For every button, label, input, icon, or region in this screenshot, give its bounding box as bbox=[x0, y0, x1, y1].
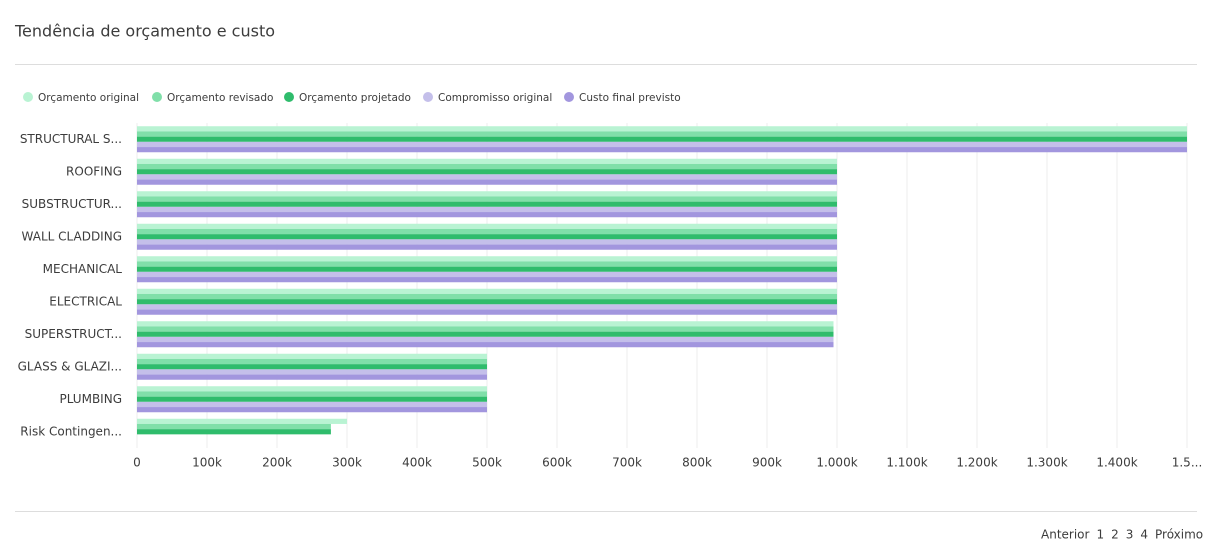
x-tick-label: 1.100k bbox=[886, 456, 927, 470]
y-tick-label: WALL CLADDING bbox=[22, 229, 122, 243]
bar bbox=[137, 147, 1187, 153]
bar bbox=[137, 374, 487, 380]
x-tick-label: 500k bbox=[472, 456, 502, 470]
legend-label[interactable]: Orçamento revisado bbox=[167, 92, 273, 104]
pagination-link[interactable]: 2 bbox=[1111, 528, 1119, 542]
bar bbox=[137, 277, 837, 283]
y-tick-label: PLUMBING bbox=[59, 392, 122, 406]
bar bbox=[137, 261, 837, 267]
bar bbox=[137, 136, 1187, 142]
bar bbox=[137, 288, 837, 294]
x-tick-label: 1.300k bbox=[1026, 456, 1067, 470]
bar bbox=[137, 418, 347, 424]
bar bbox=[137, 309, 837, 315]
legend-marker bbox=[23, 92, 33, 102]
bar bbox=[137, 331, 834, 337]
bar bbox=[137, 163, 837, 170]
bar bbox=[137, 293, 837, 300]
pagination-link[interactable]: 4 bbox=[1140, 528, 1148, 542]
legend-label[interactable]: Orçamento original bbox=[38, 92, 139, 104]
legend-label[interactable]: Compromisso original bbox=[438, 92, 552, 104]
bar bbox=[137, 391, 487, 397]
y-tick-label: ELECTRICAL bbox=[49, 294, 122, 308]
legend-marker bbox=[152, 92, 162, 102]
bar bbox=[137, 353, 487, 359]
bar bbox=[137, 266, 837, 272]
bar bbox=[137, 234, 837, 240]
x-tick-label: 600k bbox=[542, 456, 572, 470]
bar bbox=[137, 206, 837, 213]
bar bbox=[137, 141, 1187, 148]
y-tick-label: MECHANICAL bbox=[43, 262, 123, 276]
bar bbox=[137, 401, 487, 408]
pagination-link[interactable]: Próximo bbox=[1155, 528, 1203, 542]
x-tick-label: 200k bbox=[262, 456, 292, 470]
pagination-link[interactable]: 1 bbox=[1096, 528, 1104, 542]
bar bbox=[137, 201, 837, 207]
chart-title: Tendência de orçamento e custo bbox=[14, 22, 275, 41]
legend-label[interactable]: Custo final previsto bbox=[579, 92, 681, 104]
x-tick-label: 900k bbox=[752, 456, 782, 470]
bar bbox=[137, 169, 837, 175]
x-tick-label: 700k bbox=[612, 456, 642, 470]
legend-marker bbox=[564, 92, 574, 102]
bar bbox=[137, 326, 834, 332]
y-tick-label: SUPERSTRUCT... bbox=[25, 327, 122, 341]
bar bbox=[137, 304, 837, 310]
pagination-link[interactable]: Anterior bbox=[1041, 528, 1090, 542]
bar bbox=[137, 244, 837, 250]
bar bbox=[137, 369, 487, 375]
x-tick-label: 400k bbox=[402, 456, 432, 470]
bar bbox=[137, 342, 834, 348]
bar bbox=[137, 364, 487, 370]
x-tick-label: 0 bbox=[133, 456, 141, 470]
bar bbox=[137, 239, 837, 245]
bar bbox=[137, 429, 331, 435]
x-tick-label: 1.000k bbox=[816, 456, 857, 470]
legend-marker bbox=[284, 92, 294, 102]
legend-marker bbox=[423, 92, 433, 102]
bar bbox=[137, 358, 487, 365]
bar bbox=[137, 271, 837, 278]
y-tick-label: STRUCTURAL S... bbox=[20, 132, 122, 146]
bar bbox=[137, 131, 1187, 137]
bar bbox=[137, 336, 834, 343]
bar bbox=[137, 386, 487, 392]
y-tick-label: GLASS & GLAZI... bbox=[18, 359, 122, 373]
bar bbox=[137, 228, 837, 235]
bar bbox=[137, 196, 837, 202]
bar bbox=[137, 174, 837, 180]
y-tick-label: Risk Contingen... bbox=[20, 424, 122, 438]
bar bbox=[137, 299, 837, 305]
bar bbox=[137, 423, 331, 430]
bar bbox=[137, 158, 837, 164]
y-tick-label: ROOFING bbox=[66, 164, 122, 178]
pagination-link[interactable]: 3 bbox=[1126, 528, 1134, 542]
bar bbox=[137, 126, 1187, 132]
x-tick-label: 100k bbox=[192, 456, 222, 470]
bar bbox=[137, 256, 837, 262]
bar bbox=[137, 396, 487, 402]
legend-label[interactable]: Orçamento projetado bbox=[299, 92, 411, 104]
y-tick-label: SUBSTRUCTUR... bbox=[22, 197, 122, 211]
x-tick-label: 800k bbox=[682, 456, 712, 470]
bar bbox=[137, 321, 834, 327]
x-tick-label: 300k bbox=[332, 456, 362, 470]
bar bbox=[137, 191, 837, 197]
bar bbox=[137, 407, 487, 413]
bar bbox=[137, 223, 837, 229]
x-tick-label: 1.5... bbox=[1172, 456, 1203, 470]
bar bbox=[137, 179, 837, 185]
x-tick-label: 1.400k bbox=[1096, 456, 1137, 470]
x-tick-label: 1.200k bbox=[956, 456, 997, 470]
bar bbox=[137, 212, 837, 218]
